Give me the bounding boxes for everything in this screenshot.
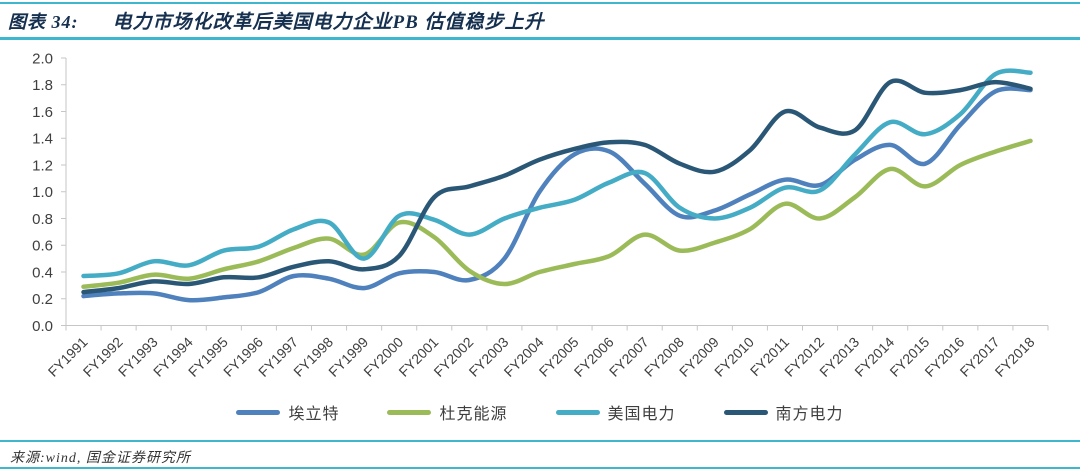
chart-legend: 埃立特 杜克能源 美国电力 南方电力 <box>0 398 1080 426</box>
legend-label-southern: 南方电力 <box>775 406 844 423</box>
legend-swatch-duke <box>387 409 432 415</box>
source-note: 来源:wind, 国金证券研究所 <box>10 451 191 466</box>
y-tick-label: 1.8 <box>32 77 53 94</box>
y-tick-label: 0.2 <box>32 291 53 308</box>
top-rule <box>0 2 1080 4</box>
title-underline-rule <box>0 37 1080 40</box>
figure-title: 电力市场化改革后美国电力企业PB 估值稳步上升 <box>112 12 545 33</box>
y-tick-label: 2.0 <box>32 50 53 67</box>
bottom-rule <box>0 467 1080 469</box>
legend-item-duke: 杜克能源 <box>387 400 507 424</box>
figure-label: 图表 34: <box>8 12 79 32</box>
series-line-埃立特 <box>81 86 1033 303</box>
legend-label-ailite: 埃立特 <box>288 406 340 423</box>
y-tick-label: 1.0 <box>32 184 53 201</box>
y-tick-label: 0.8 <box>32 211 53 228</box>
figure-header: 图表 34: 电力市场化改革后美国电力企业PB 估值稳步上升 <box>0 0 1080 40</box>
y-tick-label: 1.2 <box>32 157 53 174</box>
legend-item-aep: 美国电力 <box>555 400 676 424</box>
legend-swatch-southern <box>723 409 768 415</box>
legend-item-southern: 南方电力 <box>723 400 844 424</box>
x-tick-label: FY2018 <box>992 334 1038 380</box>
legend-item-ailite: 埃立特 <box>236 400 339 424</box>
legend-label-aep: 美国电力 <box>607 406 676 423</box>
legend-swatch-aep <box>555 409 600 415</box>
pb-line-chart: 0.00.20.40.60.81.01.21.41.61.82.0FY1991F… <box>32 50 1049 380</box>
y-tick-label: 0.4 <box>32 264 53 281</box>
y-tick-label: 1.6 <box>32 104 53 121</box>
x-tick-label: FY2010 <box>711 334 757 380</box>
figure-title-line: 图表 34: 电力市场化改革后美国电力企业PB 估值稳步上升 <box>8 7 1068 34</box>
source-top-rule <box>0 440 1080 442</box>
y-tick-label: 1.4 <box>32 131 53 148</box>
legend-swatch-ailite <box>236 409 281 415</box>
y-tick-label: 0.6 <box>32 238 53 255</box>
series-line-南方电力 <box>81 78 1033 295</box>
figure-footer: 来源:wind, 国金证券研究所 <box>0 437 1080 470</box>
y-tick-label: 0.0 <box>32 318 53 335</box>
chart-area: 0.0 0.2 0.4 0.6 0.8 1.0 1.2 1.4 1.6 1.8 2.0 FY1991 F… <box>0 40 1080 392</box>
legend-label-duke: 杜克能源 <box>439 406 508 423</box>
series-line-美国电力 <box>81 68 1033 279</box>
series-line-杜克能源 <box>81 138 1033 289</box>
